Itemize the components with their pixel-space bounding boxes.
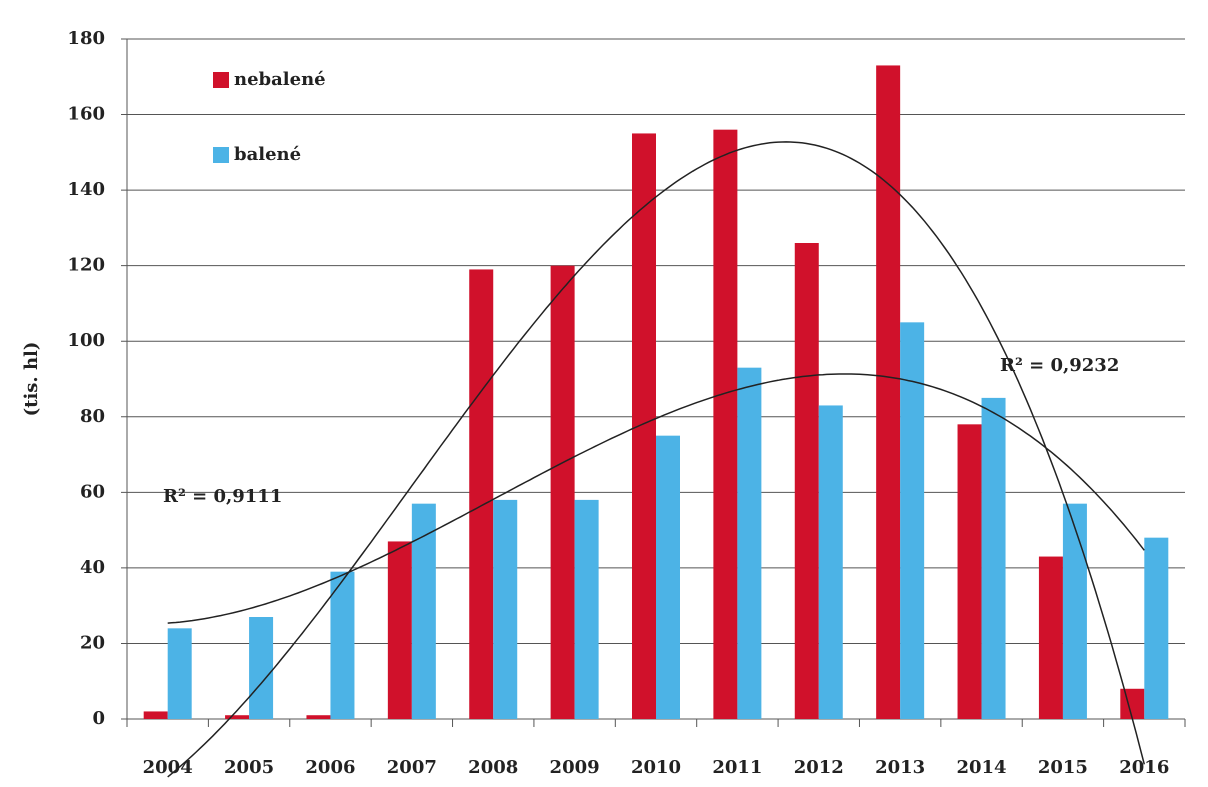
legend-swatch	[213, 72, 229, 88]
bar	[167, 628, 192, 719]
bar	[1120, 688, 1145, 719]
trend-line	[167, 373, 1145, 624]
y-tick-label: 80	[80, 406, 105, 427]
x-tick-label: 2013	[875, 757, 925, 778]
bar	[737, 367, 762, 719]
annotation: R² = 0,9111	[163, 486, 282, 507]
x-tick-label: 2007	[387, 757, 437, 778]
bar	[574, 499, 599, 719]
legend-label: nebalené	[234, 69, 326, 90]
bar	[249, 617, 274, 719]
y-tick-label: 0	[92, 708, 105, 729]
x-tick-label: 2015	[1038, 757, 1088, 778]
bar	[632, 133, 656, 719]
legend-swatch	[213, 147, 229, 163]
bar	[550, 265, 575, 719]
y-tick-label: 60	[80, 481, 105, 502]
x-tick-label: 2005	[224, 757, 274, 778]
x-tick-label: 2006	[305, 757, 355, 778]
y-tick-label: 180	[67, 28, 105, 49]
bar	[900, 322, 925, 719]
y-tick-label: 140	[67, 179, 105, 200]
bar	[794, 243, 819, 719]
x-tick-label: 2009	[550, 757, 600, 778]
x-tick-label: 2011	[712, 757, 762, 778]
bar	[1144, 537, 1169, 719]
trend-line	[167, 141, 1146, 778]
x-tick-label: 2012	[794, 757, 844, 778]
x-tick-label: 2014	[956, 757, 1006, 778]
bar	[1062, 503, 1087, 719]
x-tick-label: 2010	[631, 757, 681, 778]
bar	[876, 65, 901, 719]
y-tick-label: 120	[67, 255, 105, 276]
bar	[656, 435, 680, 719]
x-tick-label: 2016	[1119, 757, 1169, 778]
y-tick-label: 100	[67, 330, 105, 351]
annotation: R² = 0,9232	[1000, 355, 1119, 376]
bar	[818, 405, 843, 719]
bar	[713, 129, 738, 719]
y-tick-label: 40	[80, 557, 105, 578]
bar	[469, 269, 494, 719]
x-tick-label: 2008	[468, 757, 518, 778]
bar	[306, 715, 331, 719]
bar	[387, 541, 412, 719]
bar	[957, 424, 982, 719]
bar	[493, 499, 518, 719]
bar	[330, 571, 355, 719]
y-tick-label: 160	[67, 104, 105, 125]
bar	[981, 397, 1006, 719]
y-axis-label: (tis. hl)	[21, 342, 42, 417]
bar	[1038, 556, 1063, 719]
x-tick-label: 2004	[143, 757, 193, 778]
bar	[225, 715, 250, 719]
legend-label: balené	[234, 144, 301, 165]
y-tick-label: 20	[80, 632, 105, 653]
bar	[143, 711, 168, 719]
